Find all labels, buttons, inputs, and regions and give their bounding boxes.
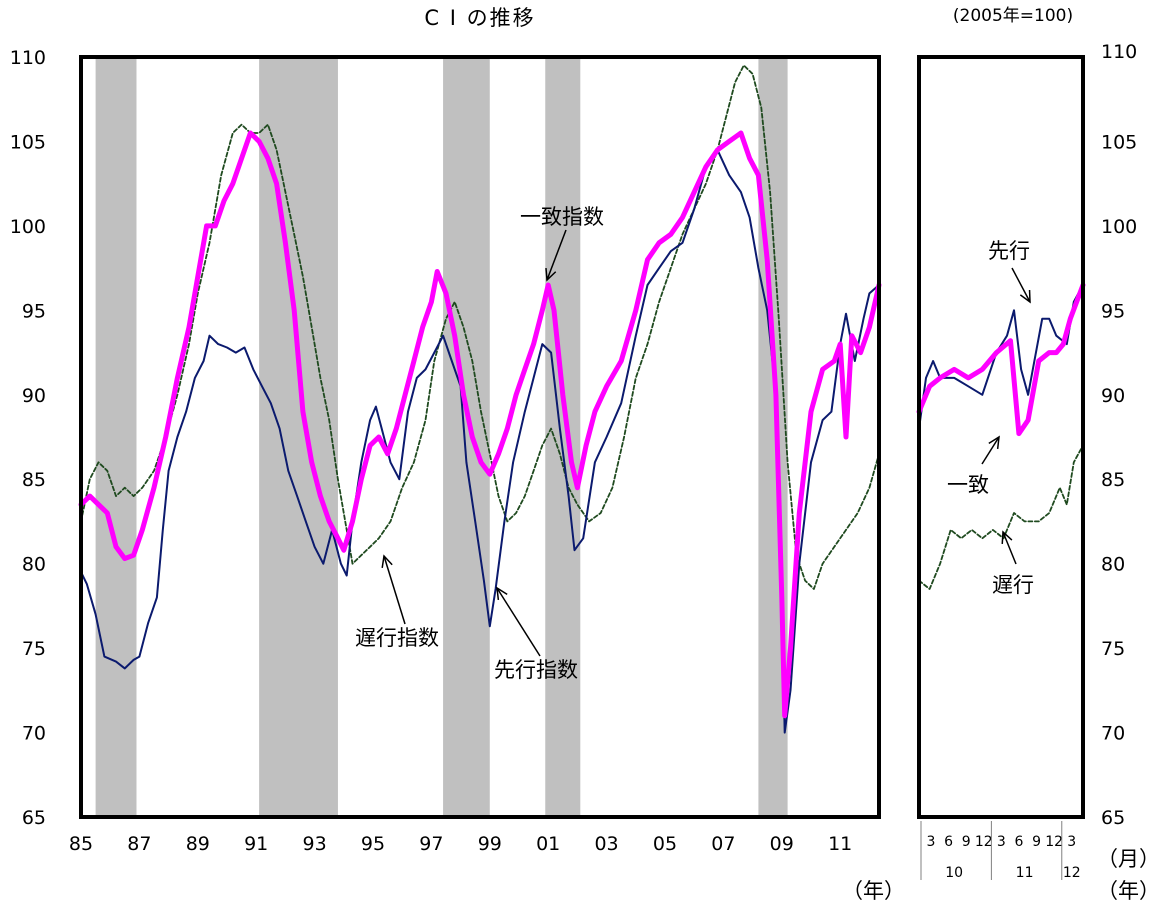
month-tick-label: 6	[944, 834, 953, 850]
annotation-recent-lagging-label: 遅行	[992, 573, 1034, 597]
y-tick-label-right: 100	[1101, 216, 1137, 238]
annotation-recent-leading-label: 先行	[988, 239, 1030, 263]
y-tick-label-right: 90	[1101, 385, 1125, 407]
y-tick-label-right: 80	[1101, 554, 1125, 576]
annotation-coincident-arrowhead	[545, 267, 557, 282]
y-tick-label-right: 95	[1101, 300, 1125, 322]
recession-band	[545, 57, 581, 817]
recession-band	[95, 57, 137, 817]
x-tick-label: 87	[127, 833, 151, 855]
month-tick-label: 3	[997, 834, 1006, 850]
month-tick-label: 12	[975, 834, 993, 850]
recent-series-coincident-line	[916, 282, 1086, 437]
annotation-recent-coincident-label: 一致	[947, 473, 989, 497]
x-tick-label: 99	[478, 833, 502, 855]
recession-band	[259, 57, 338, 817]
year-tick-label: 12	[1063, 865, 1081, 881]
annotation-lagging-arrowhead	[381, 554, 393, 568]
recent-series-lagging-line	[918, 444, 1084, 590]
annotation-recent-coincident: 一致	[947, 435, 1000, 497]
annotation-lagging: 遅行指数	[355, 554, 439, 650]
y-tick-label-left: 95	[22, 300, 46, 322]
x-tick-label: 93	[302, 833, 326, 855]
annotation-recent-lagging: 遅行	[992, 530, 1034, 597]
x-tick-label: 05	[653, 833, 677, 855]
annotation-lagging-label: 遅行指数	[355, 626, 439, 650]
series-lagging-line	[80, 64, 880, 590]
y-tick-label-left: 100	[10, 216, 46, 238]
annotation-recent-lagging-arrow	[1002, 531, 1017, 565]
y-tick-label-right: 85	[1101, 469, 1125, 491]
annotation-recent-leading-arrow	[1011, 267, 1031, 303]
x-tick-label: 91	[244, 833, 268, 855]
annotation-recent-leading: 先行	[988, 239, 1031, 304]
annotation-lagging-arrow	[383, 555, 406, 625]
main-plot: 65 70 75 80 85 90 95 100 105 110 85 87 89 91 93 95 97 99…	[10, 47, 905, 903]
series-lines	[78, 64, 882, 734]
series-coincident-line	[78, 130, 882, 719]
annotation-leading: 先行指数	[494, 586, 578, 682]
month-tick-label: 12	[1045, 834, 1063, 850]
annotation-recent-leading-arrowhead	[1019, 289, 1031, 304]
x-tick-label: 95	[361, 833, 385, 855]
y-tick-label-right: 75	[1101, 638, 1125, 660]
main-plot-frame	[79, 55, 881, 819]
recent-plot-frame	[917, 55, 1085, 819]
annotation-coincident-arrow	[546, 229, 567, 281]
annotation-coincident-label: 一致指数	[520, 205, 604, 229]
annotation-coincident: 一致指数	[520, 205, 604, 282]
x-tick-label: 85	[69, 833, 93, 855]
month-tick-label: 6	[1014, 834, 1023, 850]
x-tick-label: 07	[711, 833, 735, 855]
x-axis-months: 3 6 9 12 3 6 9 12 310 11 12	[920, 821, 1081, 881]
y-tick-label-left: 90	[22, 385, 46, 407]
annotation-recent-lagging-arrowhead	[1001, 530, 1013, 545]
annotation-leading-arrowhead	[496, 586, 508, 601]
y-tick-label-right: 70	[1101, 723, 1125, 745]
x-tick-label: 97	[419, 833, 443, 855]
annotation-recent-coincident-arrowhead	[988, 435, 1000, 450]
y-tick-label-right: 65	[1101, 807, 1125, 829]
annotation-leading-arrow	[496, 587, 541, 657]
month-tick-label: 3	[1067, 834, 1076, 850]
month-tick-label: 9	[962, 834, 971, 850]
y-axis-right: 65 70 75 80 85 90 95 100 105 110	[1101, 41, 1137, 829]
month-tick-label: 9	[1032, 834, 1041, 850]
x-axis-label: （年）	[842, 879, 905, 903]
x-tick-label: 09	[770, 833, 794, 855]
x-tick-label: 89	[186, 833, 210, 855]
y-tick-label-left: 105	[10, 131, 46, 153]
year-axis-label: （年）	[1097, 879, 1160, 903]
series-leading-line	[80, 148, 880, 734]
x-tick-label: 03	[594, 833, 618, 855]
month-axis-label: （月）	[1097, 847, 1160, 871]
year-tick-label: 11	[1016, 865, 1034, 881]
month-tick-label: 3	[927, 834, 936, 850]
chart-title: C I の推移	[424, 6, 535, 30]
y-tick-label-left: 65	[22, 807, 46, 829]
y-axis-left: 65 70 75 80 85 90 95 100 105 110	[10, 47, 46, 829]
x-axis-years: 85 87 89 91 93 95 97 99 01 03 05 07 09 11	[69, 833, 852, 855]
unit-label: (2005年=100)	[953, 6, 1073, 26]
recession-bands	[95, 57, 788, 817]
annotation-leading-label: 先行指数	[494, 658, 578, 682]
y-tick-label-left: 85	[22, 469, 46, 491]
recent-series-lines	[916, 282, 1086, 590]
recession-band	[443, 57, 490, 817]
y-tick-label-left: 75	[22, 638, 46, 660]
y-tick-label-left: 80	[22, 554, 46, 576]
y-tick-label-left: 70	[22, 723, 46, 745]
y-tick-label-right: 110	[1101, 41, 1137, 63]
y-tick-label-left: 110	[10, 47, 46, 69]
x-tick-label: 11	[828, 833, 852, 855]
y-tick-label-right: 105	[1101, 131, 1137, 153]
year-tick-label: 10	[945, 865, 963, 881]
annotation-recent-coincident-arrow	[981, 436, 1000, 465]
x-tick-label: 01	[536, 833, 560, 855]
recent-series-leading-line	[918, 284, 1084, 430]
